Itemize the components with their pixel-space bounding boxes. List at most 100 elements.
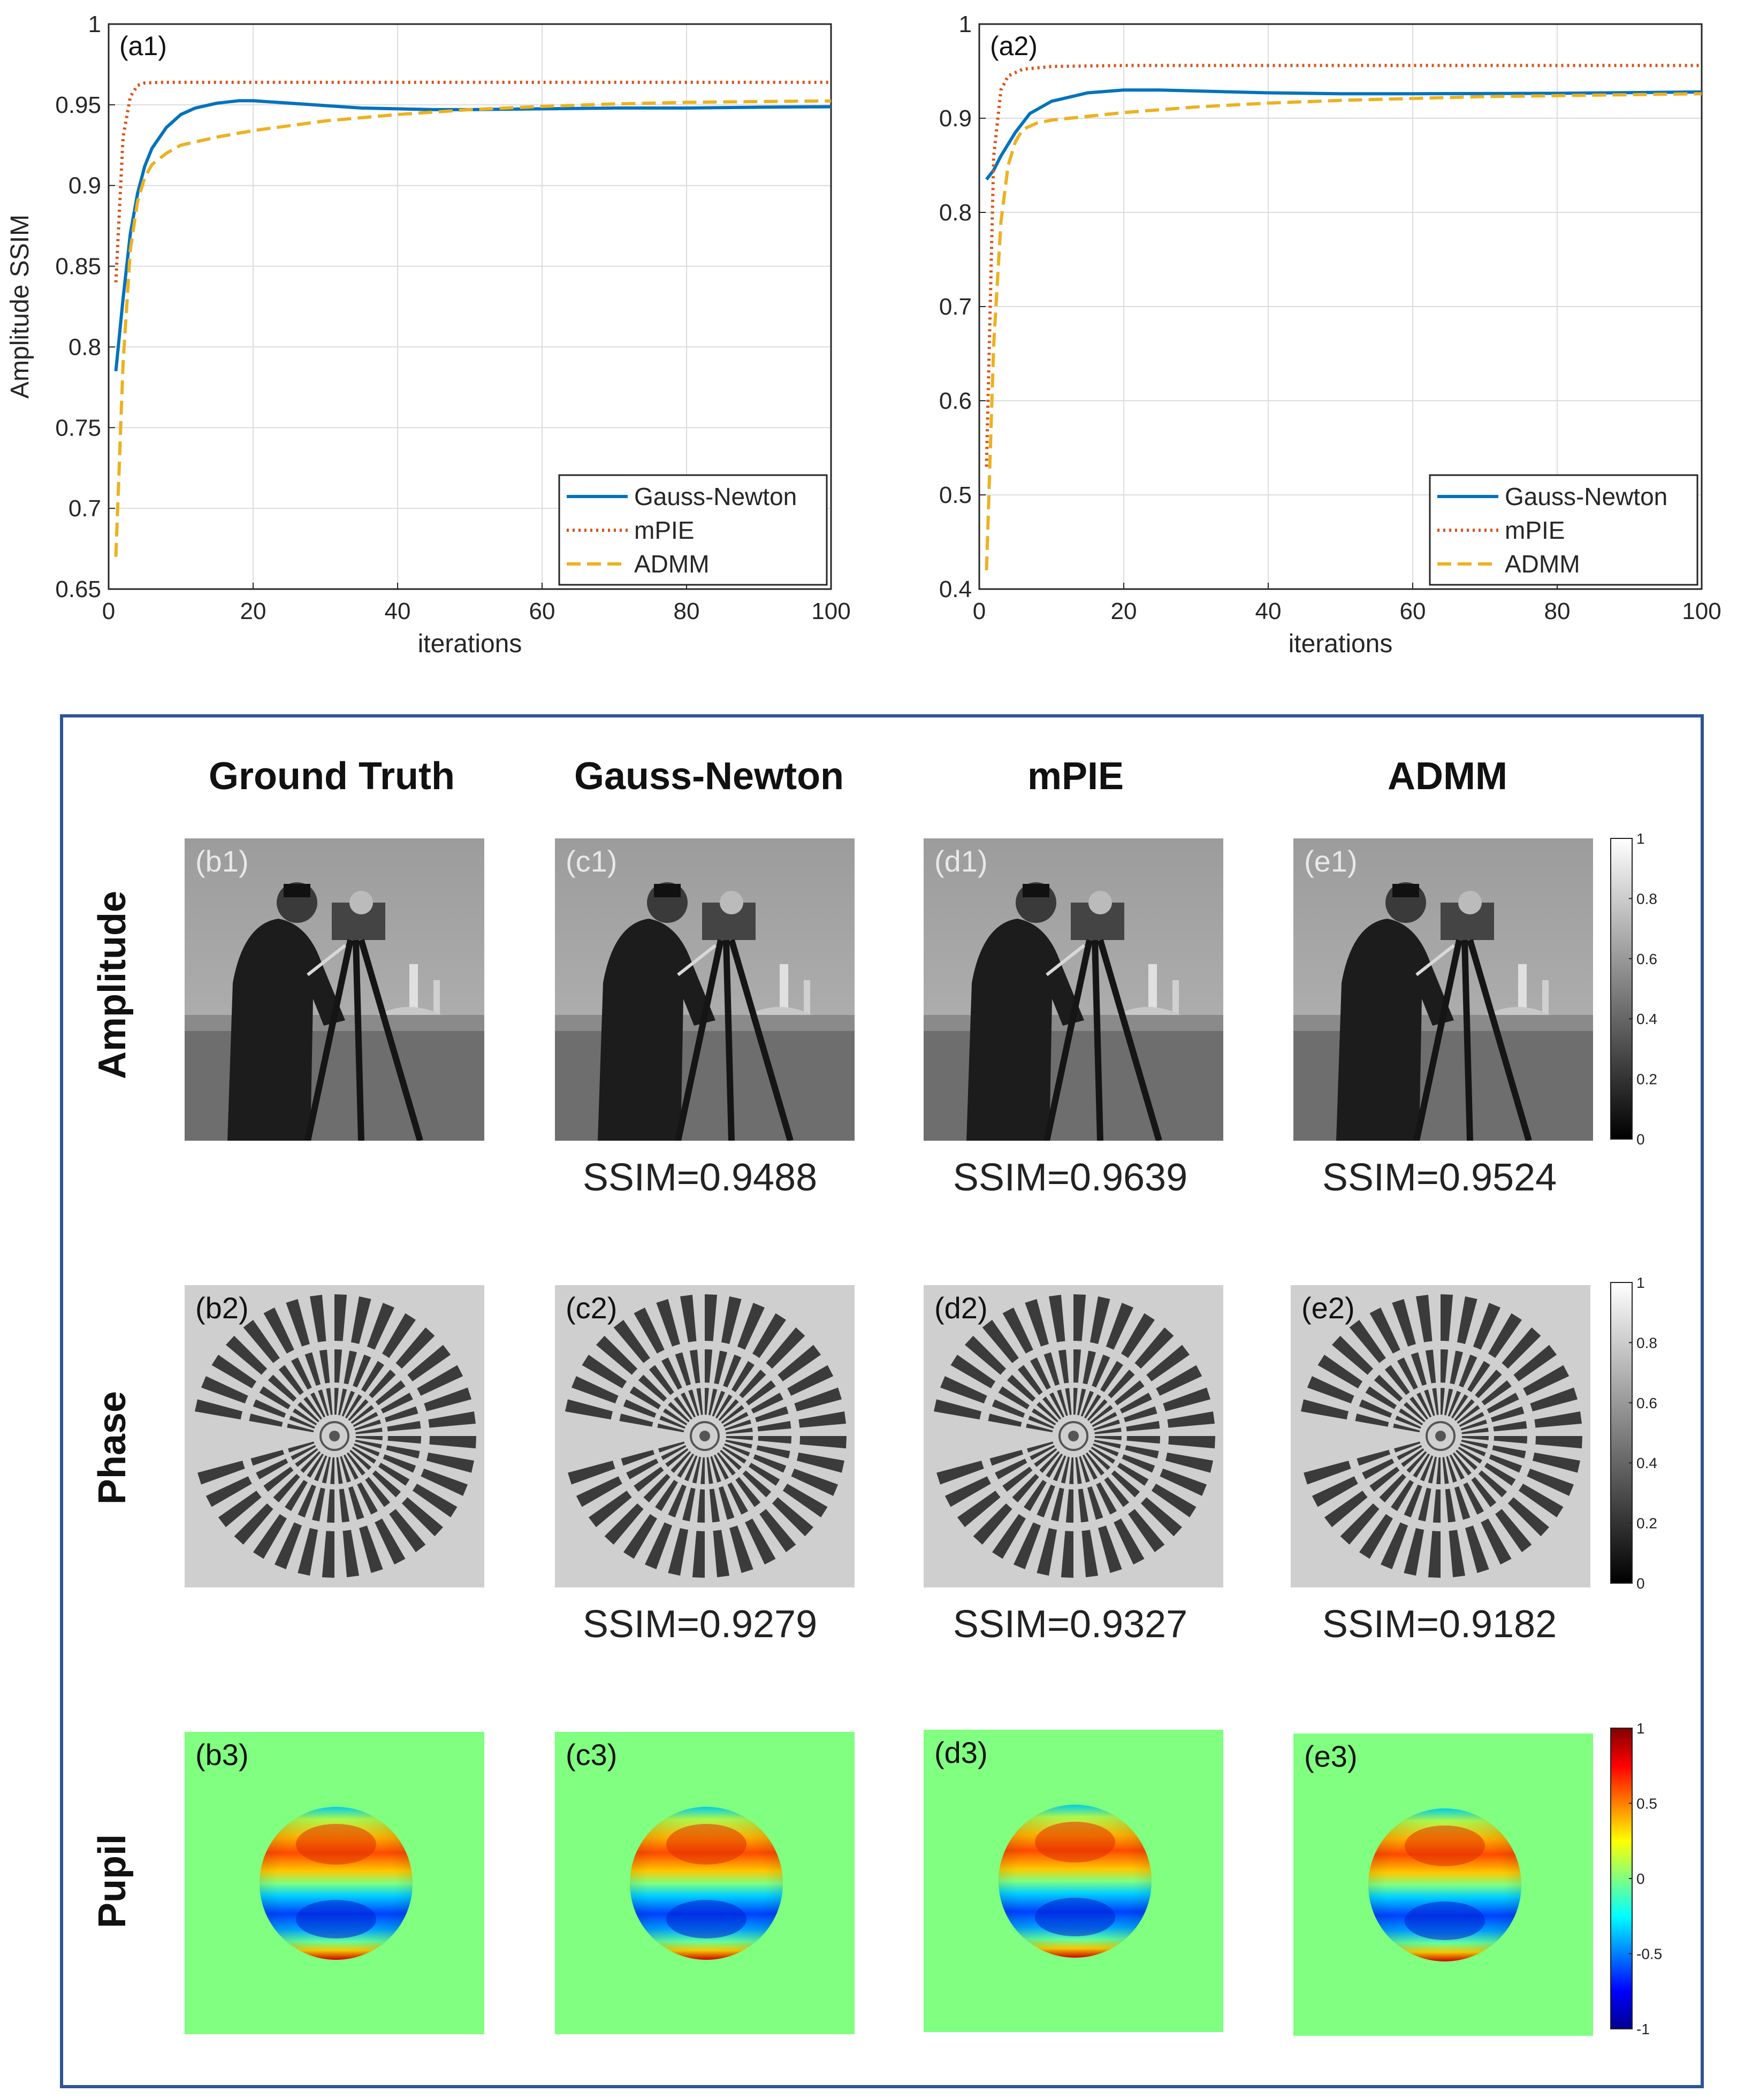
axes-box [978, 23, 1703, 590]
x-tick-label: 40 [1255, 598, 1282, 624]
pupil-image-gauss-newton: (c3) [555, 1732, 855, 2034]
colorbar-tick-label: 1 [1636, 832, 1645, 847]
panel-label-d1: (d1) [934, 844, 988, 878]
phase-image-mpie: (d2) [924, 1285, 1223, 1587]
series-line-gauss-newton [985, 88, 1702, 181]
axes-box [108, 23, 832, 590]
row-header-amplitude: Amplitude [91, 891, 134, 1079]
colorbar-amplitude: 1 0.8 0.6 0.4 0.2 0 [1610, 832, 1657, 1148]
amplitude-image-ground-truth: (b1) [185, 838, 484, 1141]
panel-label-e3: (e3) [1304, 1739, 1358, 1773]
phase-image-gauss-newton: (c2) [555, 1285, 855, 1587]
y-tick-label: 0.75 [55, 415, 101, 441]
amplitude-image-mpie: (d1) [924, 838, 1223, 1141]
pupil-image-mpie: (d3) [924, 1730, 1223, 2032]
colorbar-tick-label: 1 [1636, 1722, 1645, 1737]
y-tick-label: 0.5 [939, 482, 972, 508]
amplitude-image-gauss-newton: (c1) [555, 838, 855, 1141]
x-tick-label: 60 [1400, 598, 1426, 624]
ssim-amplitude-mpie: SSIM=0.9639 [953, 1156, 1188, 1199]
colorbar-tick-label: -0.5 [1636, 1946, 1662, 1962]
y-tick-label: 0.85 [55, 254, 101, 280]
colorbar-tick-label: 0 [1636, 1870, 1645, 1887]
legend-entry: mPIE [1505, 516, 1565, 544]
colorbar-tick-label: 0.2 [1636, 1071, 1657, 1088]
y-tick-label: 1 [88, 11, 101, 37]
panel-label-b3: (b3) [195, 1738, 249, 1771]
colorbar-tick-label: 0.8 [1636, 1334, 1657, 1351]
y-tick-label: 0.7 [68, 495, 101, 522]
y-tick-label: 1 [959, 11, 972, 37]
y-tick-label: 0.9 [68, 173, 101, 199]
colorbar-tick-label: 0 [1636, 1575, 1645, 1592]
y-tick-label: 0.95 [55, 92, 101, 118]
panel-label-c1: (c1) [566, 844, 618, 878]
pupil-image-admm: (e3) [1293, 1734, 1593, 2036]
y-tick-label: 0.6 [939, 388, 972, 414]
x-tick-label: 40 [385, 598, 411, 624]
panel-label: (a2) [990, 31, 1038, 61]
legend-entry: ADMM [634, 550, 710, 578]
row-header-phase: Phase [91, 1391, 134, 1505]
column-header-ground-truth: Ground Truth [209, 755, 455, 798]
ssim-phase-admm: SSIM=0.9182 [1322, 1603, 1557, 1646]
x-tick-label: 100 [811, 598, 850, 624]
series-line-admm [114, 99, 832, 557]
legend-entry: Gauss-Newton [1505, 483, 1667, 510]
colorbar-tick-label: 0.4 [1636, 1011, 1657, 1027]
y-tick-label: 0.8 [939, 200, 972, 226]
x-tick-label: 0 [973, 598, 986, 624]
colorbar-tick-label: 0.6 [1636, 951, 1657, 967]
column-header-mpie: mPIE [1027, 755, 1124, 798]
ssim-amplitude-gauss-newton: SSIM=0.9488 [582, 1156, 818, 1199]
x-tick-label: 0 [102, 598, 115, 624]
chart-a1: 0 20 40 60 80 100 0.65 0.7 0.75 0.8 0.85 0.9 0.95 1 it… [6, 11, 851, 658]
colorbar-gradient [1610, 1282, 1633, 1584]
column-header-gauss-newton: Gauss-Newton [574, 755, 844, 798]
colorbar-gradient [1610, 1728, 1633, 2029]
series-line-gauss-newton [114, 99, 832, 371]
x-tick-label: 60 [529, 598, 555, 624]
colorbar-gradient [1610, 838, 1633, 1140]
colorbar-pupil: 1 0.5 0 -0.5 -1 [1610, 1722, 1662, 2037]
x-axis-label: iterations [418, 630, 522, 658]
series-line-mpie [985, 64, 1702, 467]
x-tick-label: 80 [674, 598, 700, 624]
colorbar-tick-label: -1 [1636, 2021, 1650, 2037]
y-tick-label: 0.8 [68, 334, 101, 360]
series-line-admm [985, 92, 1702, 570]
panel-label-d3: (d3) [934, 1736, 988, 1769]
colorbar-tick-label: 0.6 [1636, 1395, 1657, 1411]
panel-label-d2: (d2) [934, 1291, 988, 1325]
colorbar-phase: 1 0.8 0.6 0.4 0.2 0 [1610, 1276, 1657, 1592]
colorbar-tick-label: 0 [1636, 1131, 1645, 1148]
x-tick-label: 20 [240, 598, 266, 624]
y-axis-label: Amplitude SSIM [6, 215, 34, 399]
panel-label-b2: (b2) [195, 1291, 249, 1325]
column-header-admm: ADMM [1388, 755, 1507, 798]
legend-entry: mPIE [634, 516, 694, 544]
colorbar-tick-label: 0.8 [1636, 890, 1657, 907]
legend-entry: Gauss-Newton [634, 483, 797, 510]
panel-label: (a1) [119, 31, 167, 61]
phase-image-admm: (e2) [1291, 1285, 1590, 1587]
colorbar-tick-label: 0.2 [1636, 1515, 1657, 1532]
panel-label-c3: (c3) [566, 1738, 618, 1771]
y-tick-label: 0.65 [55, 576, 101, 602]
panel-label-b1: (b1) [195, 844, 249, 878]
x-tick-label: 100 [1682, 598, 1721, 624]
y-tick-label: 0.7 [939, 294, 972, 320]
ssim-amplitude-admm: SSIM=0.9524 [1322, 1156, 1557, 1199]
colorbar-tick-label: 0.4 [1636, 1455, 1657, 1471]
colorbar-tick-label: 0.5 [1636, 1796, 1657, 1812]
ssim-phase-gauss-newton: SSIM=0.9279 [582, 1603, 818, 1646]
ssim-phase-mpie: SSIM=0.9327 [953, 1603, 1188, 1646]
phase-image-ground-truth: (b2) [185, 1285, 484, 1587]
pupil-image-ground-truth: (b3) [185, 1732, 484, 2034]
x-tick-label: 20 [1111, 598, 1137, 624]
x-tick-label: 80 [1544, 598, 1571, 624]
row-header-pupil: Pupil [91, 1834, 134, 1928]
panel-label-c2: (c2) [566, 1291, 618, 1325]
x-axis-label: iterations [1289, 630, 1393, 658]
panel-label-e2: (e2) [1301, 1291, 1355, 1325]
